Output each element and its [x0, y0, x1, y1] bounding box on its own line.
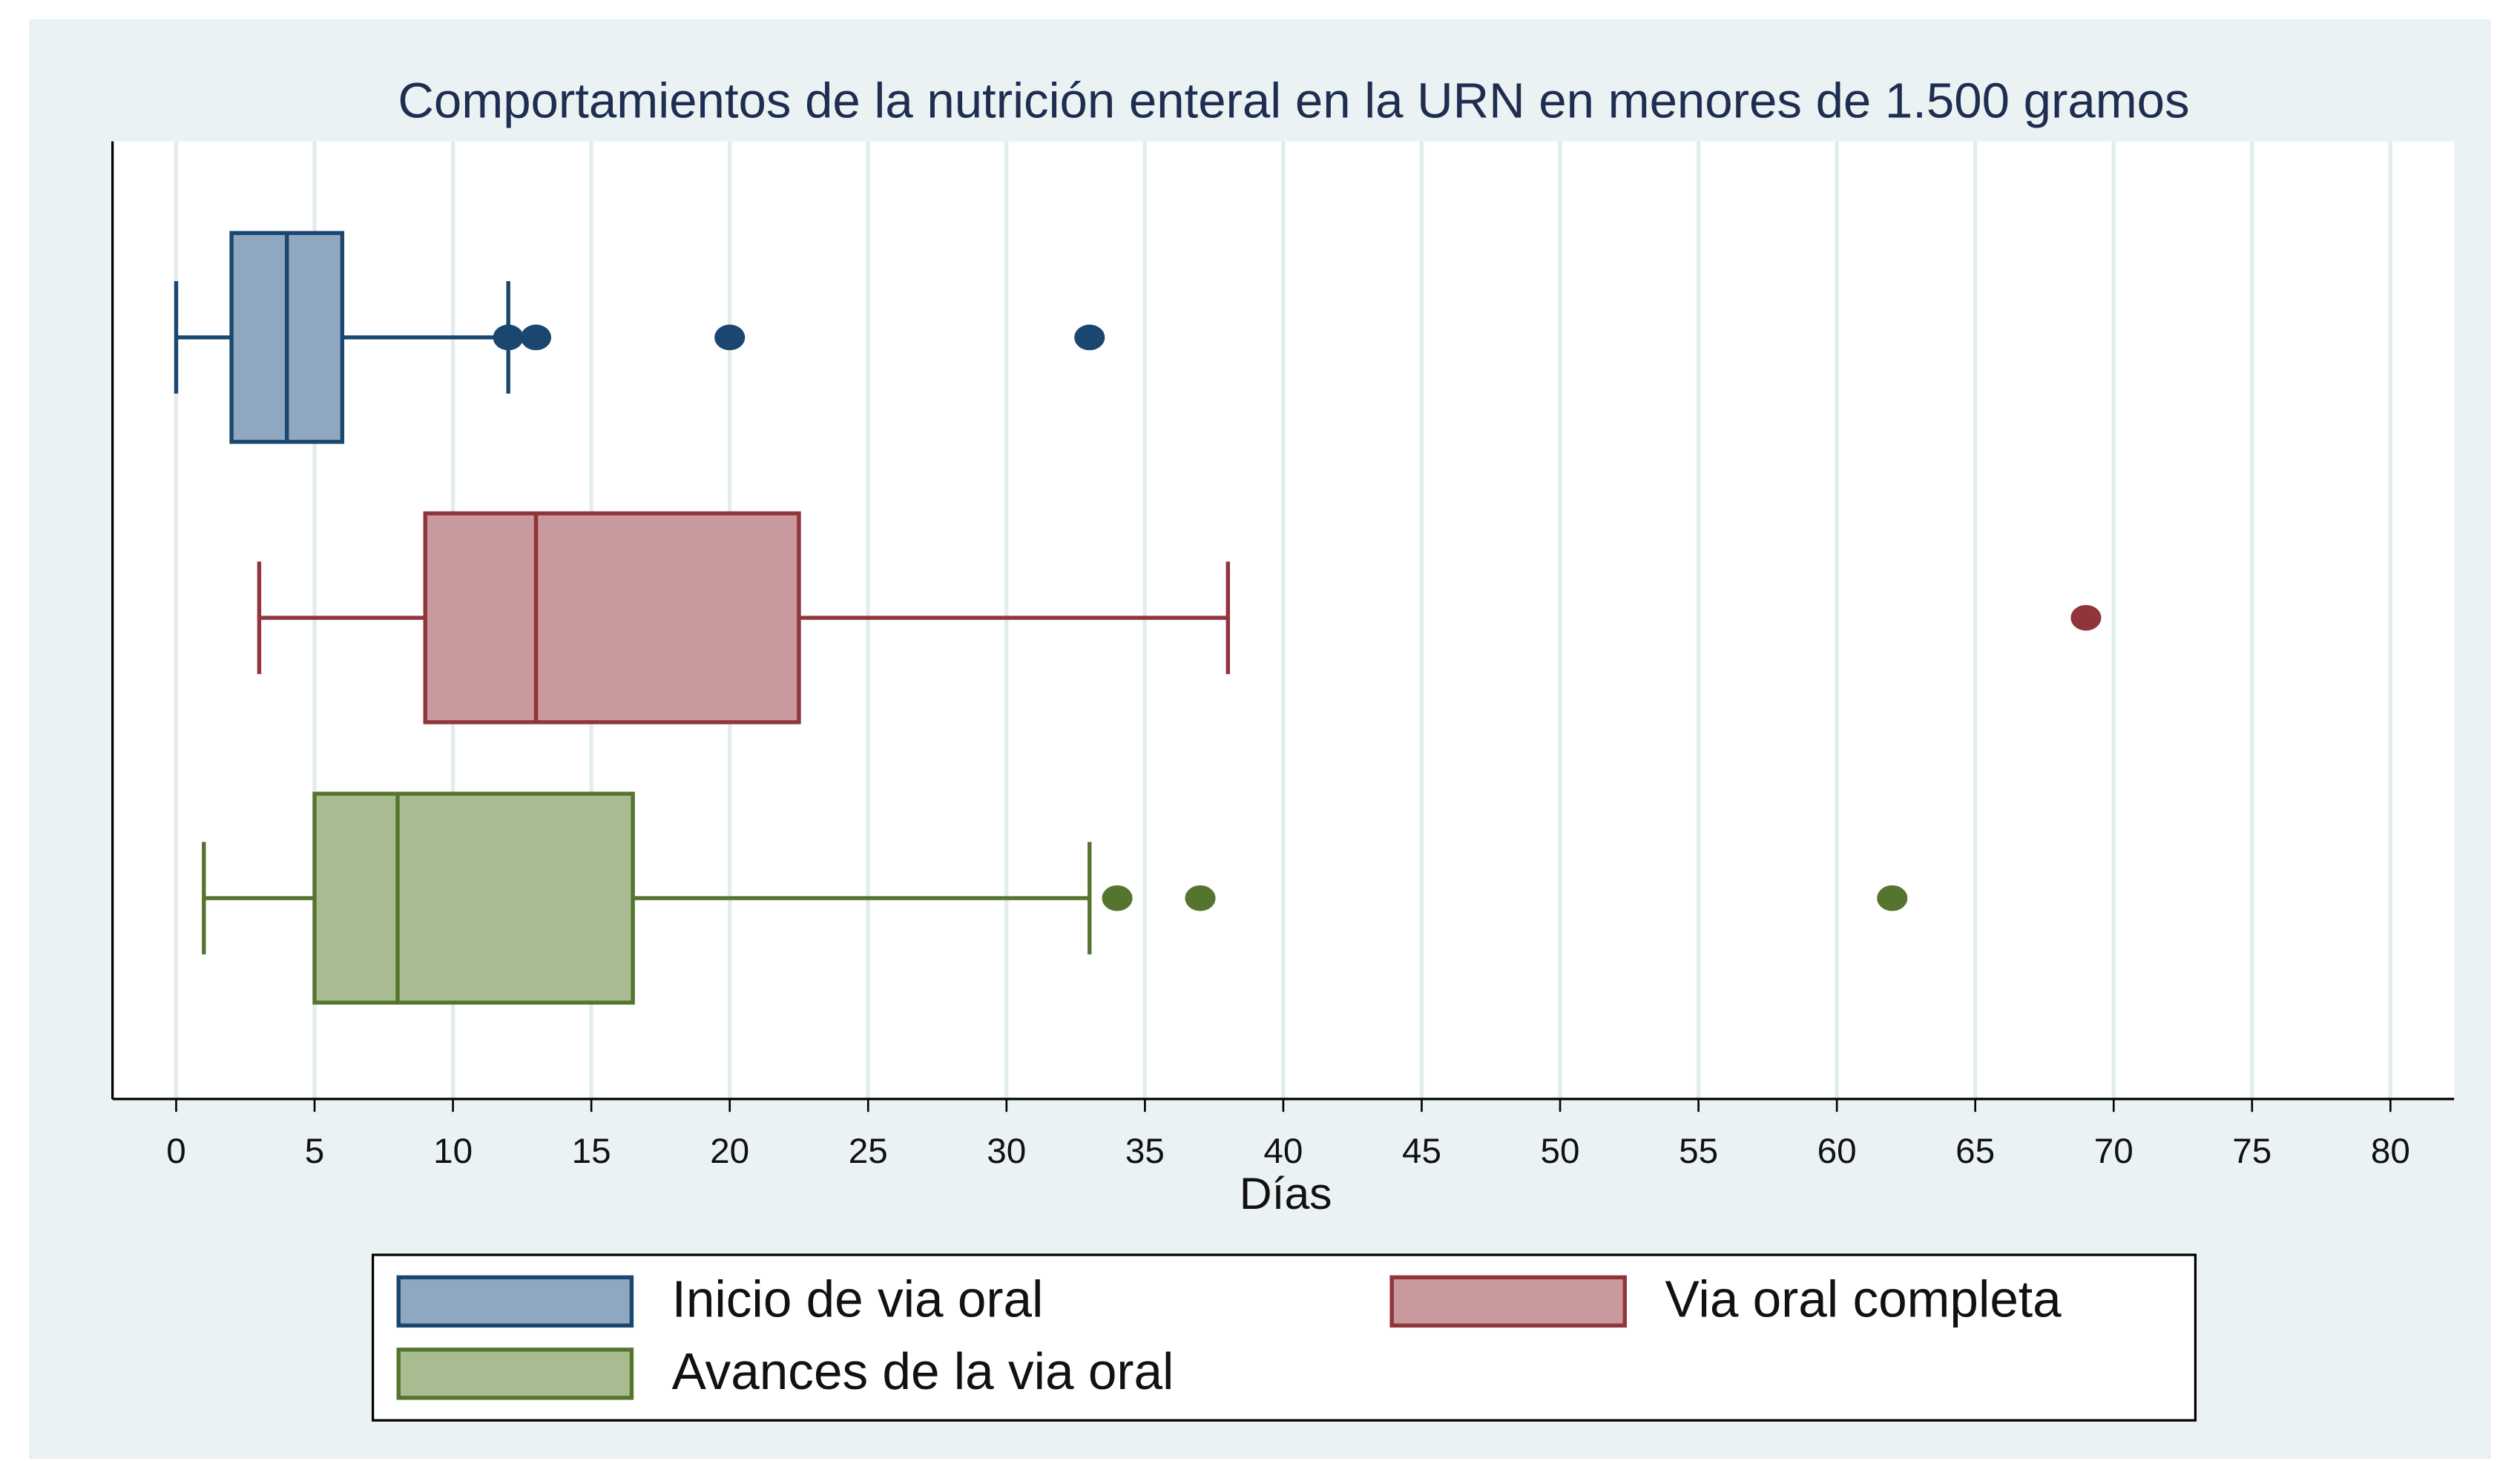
x-tick-label: 65 [1955, 1132, 1995, 1171]
legend-label: Avances de la via oral [672, 1342, 1174, 1400]
x-tick-label: 25 [849, 1132, 888, 1171]
box [312, 791, 635, 1005]
x-tick-label: 0 [166, 1132, 186, 1171]
x-tick-label: 80 [2371, 1132, 2410, 1171]
x-tick-label: 15 [572, 1132, 611, 1171]
outlier [493, 324, 524, 351]
x-tick-label: 10 [433, 1132, 473, 1171]
x-tick-label: 45 [1402, 1132, 1441, 1171]
chart-title: Comportamientos de la nutrición enteral … [398, 73, 2189, 129]
outlier [2070, 604, 2102, 631]
outlier [1074, 324, 1105, 351]
legend-swatch [396, 1275, 634, 1328]
legend-swatch [396, 1348, 634, 1400]
x-tick-label: 20 [710, 1132, 749, 1171]
box [423, 511, 801, 725]
outlier [714, 324, 746, 351]
x-tick-label: 70 [2094, 1132, 2134, 1171]
x-tick-label: 35 [1125, 1132, 1165, 1171]
x-tick-label: 60 [1817, 1132, 1857, 1171]
legend [371, 1253, 2197, 1422]
legend-label: Inicio de via oral [672, 1270, 1044, 1328]
outlier [1185, 885, 1216, 911]
x-axis-title: Días [1240, 1168, 1332, 1218]
x-tick-label: 40 [1263, 1132, 1303, 1171]
x-tick-label: 5 [305, 1132, 325, 1171]
x-tick-label: 55 [1679, 1132, 1718, 1171]
outlier [1102, 885, 1133, 911]
legend-label: Via oral completa [1665, 1270, 2062, 1328]
outlier [1877, 885, 1908, 911]
x-tick-label: 75 [2232, 1132, 2271, 1171]
outlier [520, 324, 552, 351]
legend-swatch [1389, 1275, 1627, 1328]
x-tick-label: 50 [1541, 1132, 1580, 1171]
x-tick-label: 30 [987, 1132, 1026, 1171]
